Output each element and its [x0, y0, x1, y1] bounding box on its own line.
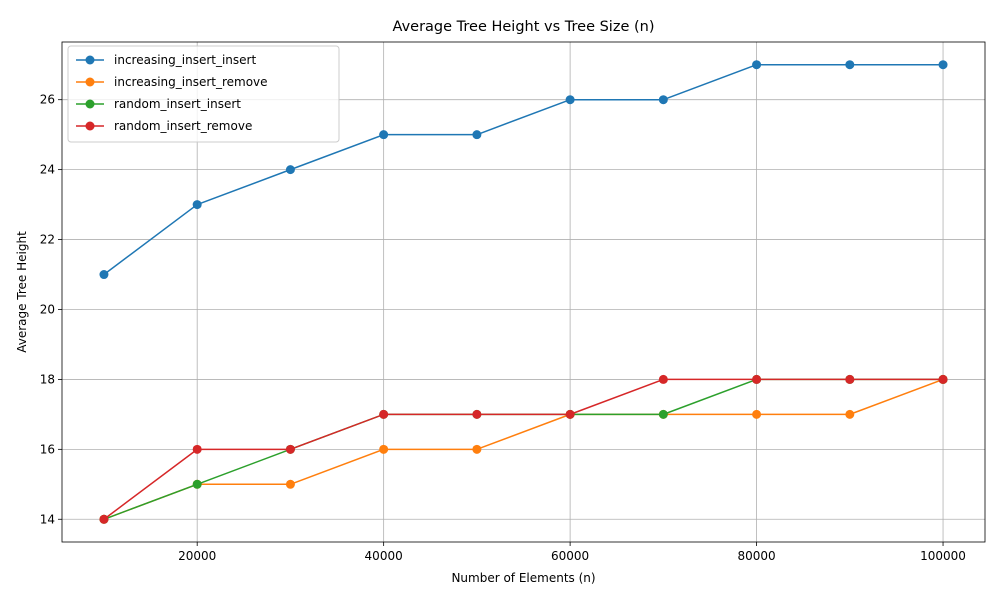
data-point — [379, 130, 389, 140]
legend-label: random_insert_remove — [114, 119, 252, 133]
data-point — [752, 409, 762, 419]
data-point — [285, 444, 295, 454]
x-tick-label: 20000 — [178, 549, 216, 563]
plot-frame — [61, 41, 986, 543]
legend-box — [67, 45, 340, 143]
data-point — [752, 374, 762, 384]
data-point — [658, 409, 668, 419]
legend-swatch-marker — [85, 77, 95, 87]
data-point — [192, 444, 202, 454]
data-point — [472, 409, 482, 419]
legend: increasing_insert_insert increasing_inser… — [67, 45, 340, 143]
data-point — [845, 374, 855, 384]
data-point — [938, 374, 948, 384]
series-increasing_insert_insert — [99, 60, 948, 280]
data-point — [752, 60, 762, 70]
data-point — [285, 165, 295, 175]
series-line-increasing_insert_remove — [103, 378, 944, 520]
series-line-random_insert_remove — [103, 378, 944, 520]
data-point — [99, 514, 109, 524]
legend-label: increasing_insert_remove — [114, 75, 268, 89]
data-point — [938, 60, 948, 70]
legend-item: random_insert_insert — [76, 97, 241, 111]
data-point — [379, 444, 389, 454]
y-tick-label: 16 — [40, 442, 55, 456]
legend-swatch-marker — [85, 121, 95, 131]
data-point — [658, 374, 668, 384]
series-line-increasing_insert_insert — [103, 63, 944, 276]
legend-item: random_insert_remove — [76, 119, 252, 133]
legend-swatch-marker — [85, 99, 95, 109]
y-tick-label: 24 — [40, 163, 55, 177]
data-point — [565, 95, 575, 105]
data-point — [379, 409, 389, 419]
axis-ticks: 20000 40000 60000 80000 100000 14 16 18 20 22 24 26 — [40, 93, 966, 563]
x-tick-label: 80000 — [737, 549, 775, 563]
legend-item: increasing_insert_remove — [76, 75, 268, 89]
data-point — [845, 60, 855, 70]
x-tick-label: 40000 — [365, 549, 403, 563]
series-group — [99, 60, 948, 524]
x-tick-label: 60000 — [551, 549, 589, 563]
data-point — [472, 444, 482, 454]
grid — [62, 42, 985, 542]
y-axis-title: Average Tree Height — [15, 231, 29, 353]
y-tick-label: 14 — [40, 512, 55, 526]
data-point — [565, 409, 575, 419]
chart-title: Average Tree Height vs Tree Size (n) — [393, 19, 655, 35]
legend-swatch-marker — [85, 55, 95, 65]
x-tick-label: 100000 — [920, 549, 966, 563]
y-tick-label: 26 — [40, 93, 55, 107]
data-point — [192, 479, 202, 489]
data-point — [99, 270, 109, 280]
x-axis-title: Number of Elements (n) — [451, 571, 595, 585]
y-tick-label: 20 — [40, 302, 55, 316]
data-point — [472, 130, 482, 140]
legend-label: random_insert_insert — [114, 97, 241, 111]
data-point — [845, 409, 855, 419]
data-point — [658, 95, 668, 105]
y-tick-label: 18 — [40, 372, 55, 386]
series-random_insert_remove — [99, 374, 948, 524]
data-point — [192, 200, 202, 210]
data-point — [285, 479, 295, 489]
y-tick-label: 22 — [40, 233, 55, 247]
legend-label: increasing_insert_insert — [114, 53, 256, 67]
legend-item: increasing_insert_insert — [76, 53, 256, 67]
